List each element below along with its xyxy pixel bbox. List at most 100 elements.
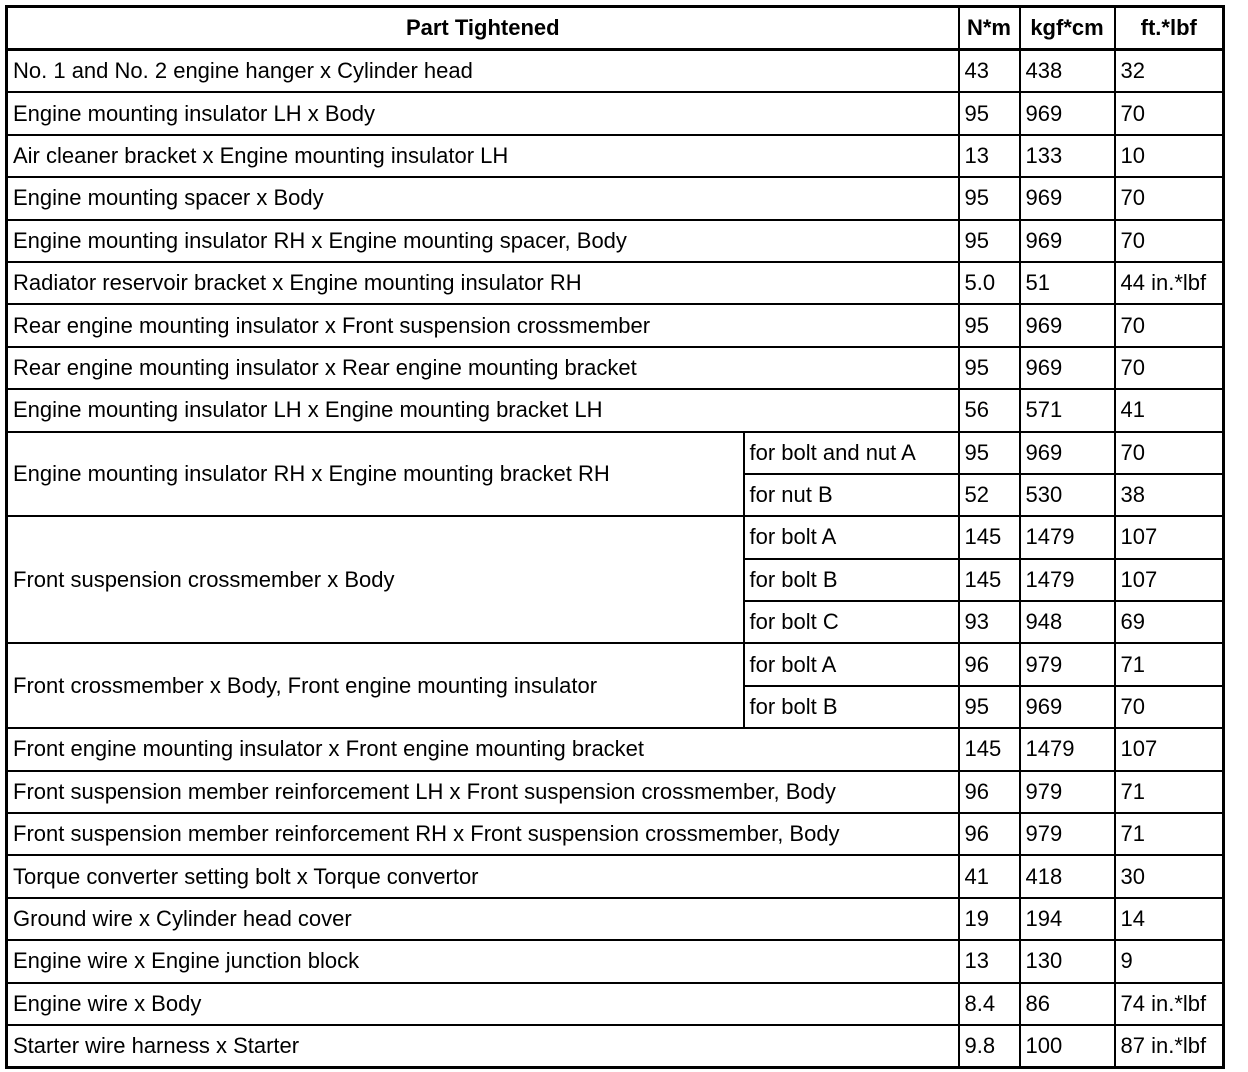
kgf-cm-cell: 979 (1018, 812, 1116, 857)
ft-lbf-cell: 70 (1113, 91, 1225, 136)
table-row: Front suspension crossmember x Body for b… (5, 515, 1225, 645)
nm-cell: 41 (957, 854, 1021, 899)
ft-lbf-cell: 74 in.*lbf (1113, 981, 1225, 1026)
nm-cell: 8.4 (957, 981, 1021, 1026)
table-row: Rear engine mounting insulator x Front s… (5, 303, 1225, 348)
table-row: Front crossmember x Body, Front engine m… (5, 642, 1225, 730)
condition-cell: for bolt C (742, 600, 960, 645)
part-cell: Rear engine mounting insulator x Rear en… (5, 345, 960, 391)
kgf-cm-cell: 969 (1018, 218, 1116, 263)
kgf-cm-cell: 51 (1018, 260, 1116, 306)
kgf-cm-cell: 979 (1018, 769, 1116, 815)
kgf-cm-cell: 530 (1018, 472, 1116, 518)
nm-cell: 95 (957, 218, 1021, 263)
nm-cell: 95 (957, 684, 1021, 730)
table-row: Engine mounting insulator LH x Body 95 969… (5, 91, 1225, 136)
kgf-cm-cell: 100 (1018, 1023, 1116, 1069)
kgf-cm-cell: 133 (1018, 133, 1116, 179)
part-cell: Torque converter setting bolt x Torque c… (5, 854, 960, 899)
kgf-cm-cell: 1479 (1018, 727, 1116, 772)
nm-cell: 19 (957, 896, 1021, 942)
kgf-cm-cell: 418 (1018, 854, 1116, 899)
table-row: Engine wire x Body 8.4 86 74 in.*lbf (5, 981, 1225, 1026)
ft-lbf-cell: 107 (1113, 515, 1225, 560)
nm-cell: 43 (957, 48, 1021, 94)
table-row: Ground wire x Cylinder head cover 19 194 14 (5, 896, 1225, 942)
ft-lbf-cell: 9 (1113, 939, 1225, 984)
ft-lbf-cell: 70 (1113, 218, 1225, 263)
nm-cell: 145 (957, 727, 1021, 772)
kgf-cm-cell: 969 (1018, 303, 1116, 348)
part-cell: Engine wire x Engine junction block (5, 939, 960, 984)
nm-cell: 96 (957, 812, 1021, 857)
nm-cell: 93 (957, 600, 1021, 645)
part-cell: Front crossmember x Body, Front engine m… (5, 642, 745, 730)
kgf-cm-cell: 571 (1018, 388, 1116, 433)
nm-cell: 95 (957, 345, 1021, 391)
ft-lbf-cell: 70 (1113, 303, 1225, 348)
kgf-cm-cell: 194 (1018, 896, 1116, 942)
ft-lbf-cell: 41 (1113, 388, 1225, 433)
table-row: No. 1 and No. 2 engine hanger x Cylinder… (5, 48, 1225, 94)
part-cell: Engine mounting insulator RH x Engine mo… (5, 218, 960, 263)
kgf-cm-cell: 1479 (1018, 515, 1116, 560)
ft-lbf-cell: 107 (1113, 727, 1225, 772)
table-row: Engine mounting insulator LH x Engine mo… (5, 388, 1225, 433)
header-part-tightened: Part Tightened (5, 5, 960, 51)
kgf-cm-cell: 969 (1018, 345, 1116, 391)
table-row: Radiator reservoir bracket x Engine moun… (5, 260, 1225, 306)
ft-lbf-cell: 87 in.*lbf (1113, 1023, 1225, 1069)
nm-cell: 56 (957, 388, 1021, 433)
kgf-cm-cell: 969 (1018, 176, 1116, 221)
condition-cell: for bolt A (742, 642, 960, 687)
nm-cell: 95 (957, 176, 1021, 221)
header-ft-lbf: ft.*lbf (1113, 5, 1225, 51)
condition-cell: for bolt and nut A (742, 430, 960, 475)
ft-lbf-cell: 70 (1113, 684, 1225, 730)
ft-lbf-cell: 44 in.*lbf (1113, 260, 1225, 306)
table-row: Rear engine mounting insulator x Rear en… (5, 345, 1225, 391)
part-cell: Front suspension crossmember x Body (5, 515, 745, 645)
nm-cell: 145 (957, 557, 1021, 603)
nm-cell: 96 (957, 769, 1021, 815)
kgf-cm-cell: 130 (1018, 939, 1116, 984)
nm-cell: 95 (957, 303, 1021, 348)
ft-lbf-cell: 10 (1113, 133, 1225, 179)
table-row: Air cleaner bracket x Engine mounting in… (5, 133, 1225, 179)
ft-lbf-cell: 71 (1113, 812, 1225, 857)
table-row: Engine mounting insulator RH x Engine mo… (5, 218, 1225, 263)
kgf-cm-cell: 969 (1018, 684, 1116, 730)
part-cell: Engine mounting insulator LH x Engine mo… (5, 388, 960, 433)
table-row: for bolt B 145 1479 107 (7, 557, 1225, 603)
nm-cell: 145 (957, 515, 1021, 560)
table-row: Front engine mounting insulator x Front … (5, 727, 1225, 772)
table-row: Starter wire harness x Starter 9.8 100 87 i… (5, 1023, 1225, 1069)
kgf-cm-cell: 979 (1018, 642, 1116, 687)
part-cell: Engine mounting insulator RH x Engine mo… (5, 430, 745, 518)
condition-cell: for nut B (742, 472, 960, 518)
part-cell: Radiator reservoir bracket x Engine moun… (5, 260, 960, 306)
ft-lbf-cell: 32 (1113, 48, 1225, 94)
condition-cell: for bolt B (742, 557, 960, 603)
nm-cell: 9.8 (957, 1023, 1021, 1069)
table-row: Engine mounting insulator RH x Engine mo… (5, 430, 1225, 518)
table-row: for bolt C 93 948 69 (7, 600, 1225, 645)
header-row: Part Tightened N*m kgf*cm ft.*lbf (5, 5, 1225, 51)
ft-lbf-cell: 38 (1113, 472, 1225, 518)
header-nm: N*m (957, 5, 1021, 51)
kgf-cm-cell: 948 (1018, 600, 1116, 645)
ft-lbf-cell: 69 (1113, 600, 1225, 645)
table-row: Engine wire x Engine junction block 13 130… (5, 939, 1225, 984)
part-cell: Front suspension member reinforcement RH… (5, 812, 960, 857)
part-cell: Front engine mounting insulator x Front … (5, 727, 960, 772)
ft-lbf-cell: 71 (1113, 769, 1225, 815)
part-cell: Starter wire harness x Starter (5, 1023, 960, 1069)
ft-lbf-cell: 107 (1113, 557, 1225, 603)
ft-lbf-cell: 30 (1113, 854, 1225, 899)
kgf-cm-cell: 438 (1018, 48, 1116, 94)
nm-cell: 96 (957, 642, 1021, 687)
table-row: for bolt B 95 969 70 (7, 684, 1225, 730)
part-cell: Rear engine mounting insulator x Front s… (5, 303, 960, 348)
kgf-cm-cell: 1479 (1018, 557, 1116, 603)
nm-cell: 13 (957, 939, 1021, 984)
